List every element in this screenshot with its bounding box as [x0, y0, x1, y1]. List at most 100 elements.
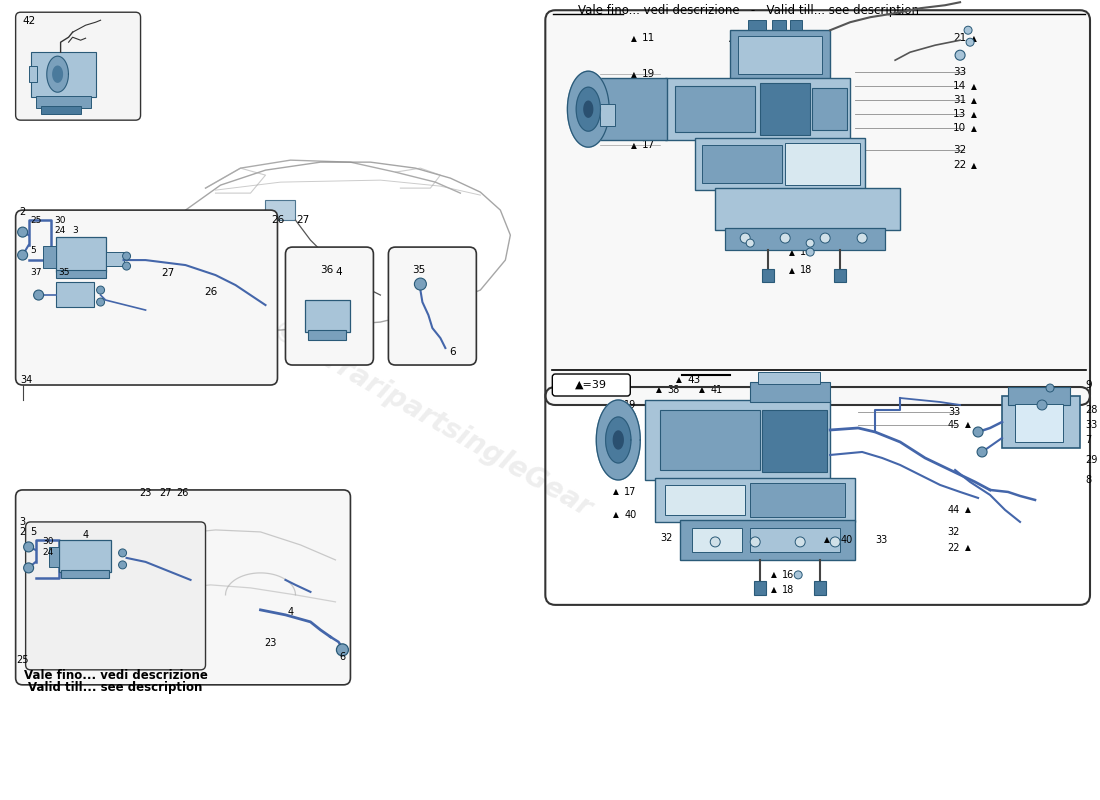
Text: 3: 3	[20, 517, 25, 527]
Circle shape	[122, 262, 131, 270]
Bar	[106, 252, 123, 266]
Text: ▲: ▲	[971, 34, 977, 42]
Text: Vale fino... vedi descrizione: Vale fino... vedi descrizione	[23, 670, 208, 682]
Text: 37: 37	[31, 267, 42, 277]
Text: 41: 41	[711, 385, 723, 395]
Bar	[725, 228, 886, 250]
Bar	[695, 138, 865, 190]
Text: 6: 6	[449, 347, 455, 357]
Text: 7: 7	[1085, 435, 1091, 445]
Text: 31: 31	[953, 95, 966, 105]
Circle shape	[18, 227, 28, 237]
Text: Vale fino... vedi descrizione   -   Valid till... see description: Vale fino... vedi descrizione - Valid ti…	[578, 4, 918, 17]
Circle shape	[830, 537, 840, 547]
Circle shape	[415, 278, 427, 290]
Circle shape	[746, 239, 755, 247]
Circle shape	[795, 537, 805, 547]
Text: ▲: ▲	[790, 266, 795, 274]
Polygon shape	[614, 431, 624, 449]
Circle shape	[806, 239, 814, 247]
Text: 27: 27	[296, 215, 309, 225]
Bar	[56, 237, 106, 272]
Bar	[750, 483, 845, 517]
Text: 20: 20	[642, 81, 656, 91]
Text: ▲: ▲	[631, 124, 637, 133]
Text: ▲: ▲	[631, 82, 637, 90]
Text: 32: 32	[953, 145, 966, 155]
Text: 28: 28	[1085, 405, 1098, 415]
Circle shape	[34, 290, 44, 300]
Polygon shape	[606, 417, 631, 463]
Text: 26: 26	[204, 287, 217, 297]
Circle shape	[23, 563, 34, 573]
Text: 35: 35	[58, 267, 70, 277]
Text: ▲: ▲	[971, 161, 977, 170]
Text: 32: 32	[948, 527, 960, 537]
Text: 38: 38	[740, 34, 754, 43]
Text: ▲: ▲	[631, 141, 637, 150]
Text: ▲: ▲	[965, 421, 971, 430]
Circle shape	[821, 233, 830, 243]
Text: 38: 38	[668, 385, 680, 395]
Text: Valid till... see description: Valid till... see description	[29, 682, 202, 694]
Text: 4: 4	[287, 607, 294, 617]
Text: 8: 8	[1085, 475, 1091, 485]
Polygon shape	[584, 101, 593, 117]
Text: ▲: ▲	[971, 96, 977, 105]
Polygon shape	[576, 87, 601, 131]
Text: 14: 14	[953, 81, 966, 91]
Text: 17: 17	[642, 140, 656, 150]
Text: ▲: ▲	[631, 110, 637, 118]
Polygon shape	[53, 66, 63, 82]
Bar	[738, 36, 822, 74]
Bar	[675, 86, 756, 132]
Text: 18: 18	[782, 585, 794, 595]
Text: 45: 45	[948, 420, 960, 430]
Circle shape	[711, 537, 720, 547]
Bar	[680, 520, 855, 560]
Circle shape	[18, 250, 28, 260]
Text: 33: 33	[876, 535, 888, 545]
Bar	[306, 300, 351, 332]
Bar	[702, 145, 782, 183]
Text: ▲: ▲	[729, 34, 735, 42]
FancyBboxPatch shape	[546, 10, 1090, 405]
Text: 35: 35	[411, 265, 425, 275]
Text: ▲: ▲	[614, 510, 619, 519]
Bar	[814, 581, 826, 595]
Text: 40: 40	[840, 535, 852, 545]
Text: 20: 20	[625, 412, 637, 422]
Text: ▲: ▲	[771, 586, 778, 594]
Text: 24: 24	[43, 549, 54, 558]
FancyBboxPatch shape	[388, 247, 476, 365]
Text: 18: 18	[800, 265, 813, 275]
Text: ▲: ▲	[614, 487, 619, 497]
Text: 16: 16	[782, 570, 794, 580]
Bar	[48, 547, 58, 567]
Bar	[715, 188, 900, 230]
Circle shape	[780, 233, 790, 243]
Bar	[29, 66, 36, 82]
Text: 27: 27	[161, 268, 174, 278]
FancyBboxPatch shape	[15, 12, 141, 120]
Text: 25: 25	[16, 655, 29, 665]
Circle shape	[955, 50, 965, 60]
Circle shape	[97, 286, 104, 294]
FancyBboxPatch shape	[25, 522, 206, 670]
Circle shape	[1037, 400, 1047, 410]
Text: 30: 30	[55, 216, 66, 225]
Text: ▲: ▲	[700, 386, 705, 394]
Text: 12: 12	[642, 123, 656, 133]
Bar	[692, 528, 742, 552]
Circle shape	[964, 26, 972, 34]
Text: 36: 36	[320, 265, 333, 275]
Bar	[812, 88, 847, 130]
Bar	[56, 282, 94, 307]
Text: 9: 9	[1085, 380, 1091, 390]
Bar	[660, 410, 760, 470]
Text: ▲: ▲	[971, 124, 977, 133]
Text: 23: 23	[264, 638, 277, 648]
Text: ©FerraripartsingleGear: ©FerraripartsingleGear	[651, 207, 949, 393]
Circle shape	[119, 561, 126, 569]
Bar	[666, 78, 850, 140]
